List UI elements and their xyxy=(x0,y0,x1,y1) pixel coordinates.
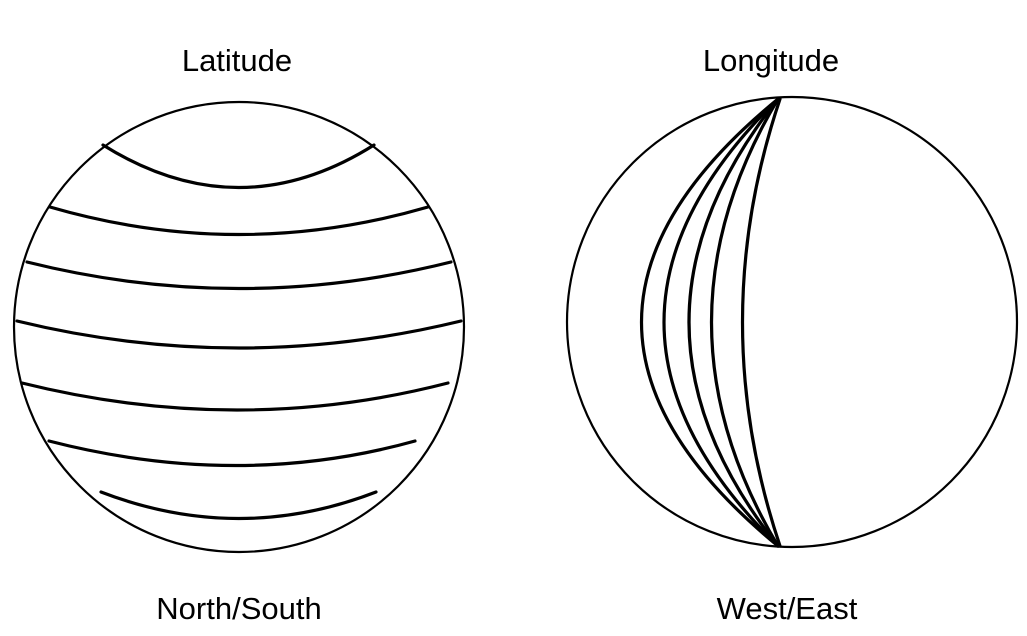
latitude-line-1 xyxy=(101,143,376,190)
latitude-line-5 xyxy=(20,381,450,412)
longitude-line-1 xyxy=(640,97,780,548)
latitude-globe: Latitude North/South xyxy=(12,43,466,626)
latitude-line-3 xyxy=(25,260,453,291)
longitude-title: Longitude xyxy=(703,43,839,78)
longitude-globe-outline xyxy=(565,95,1019,549)
longitude-caption: West/East xyxy=(717,591,858,626)
longitude-line-3 xyxy=(687,97,780,548)
latitude-globe-outline xyxy=(12,100,466,554)
longitude-line-5 xyxy=(740,97,782,548)
latitude-title: Latitude xyxy=(182,43,292,78)
latitude-line-7 xyxy=(99,490,378,521)
latitude-line-2 xyxy=(48,205,430,237)
longitude-line-4 xyxy=(710,97,780,548)
latitude-line-6 xyxy=(47,439,417,468)
longitude-globe: Longitude West/East xyxy=(565,43,1019,626)
latitude-caption: North/South xyxy=(156,591,321,626)
latitude-line-4 xyxy=(15,319,463,350)
longitude-line-2 xyxy=(662,97,780,548)
